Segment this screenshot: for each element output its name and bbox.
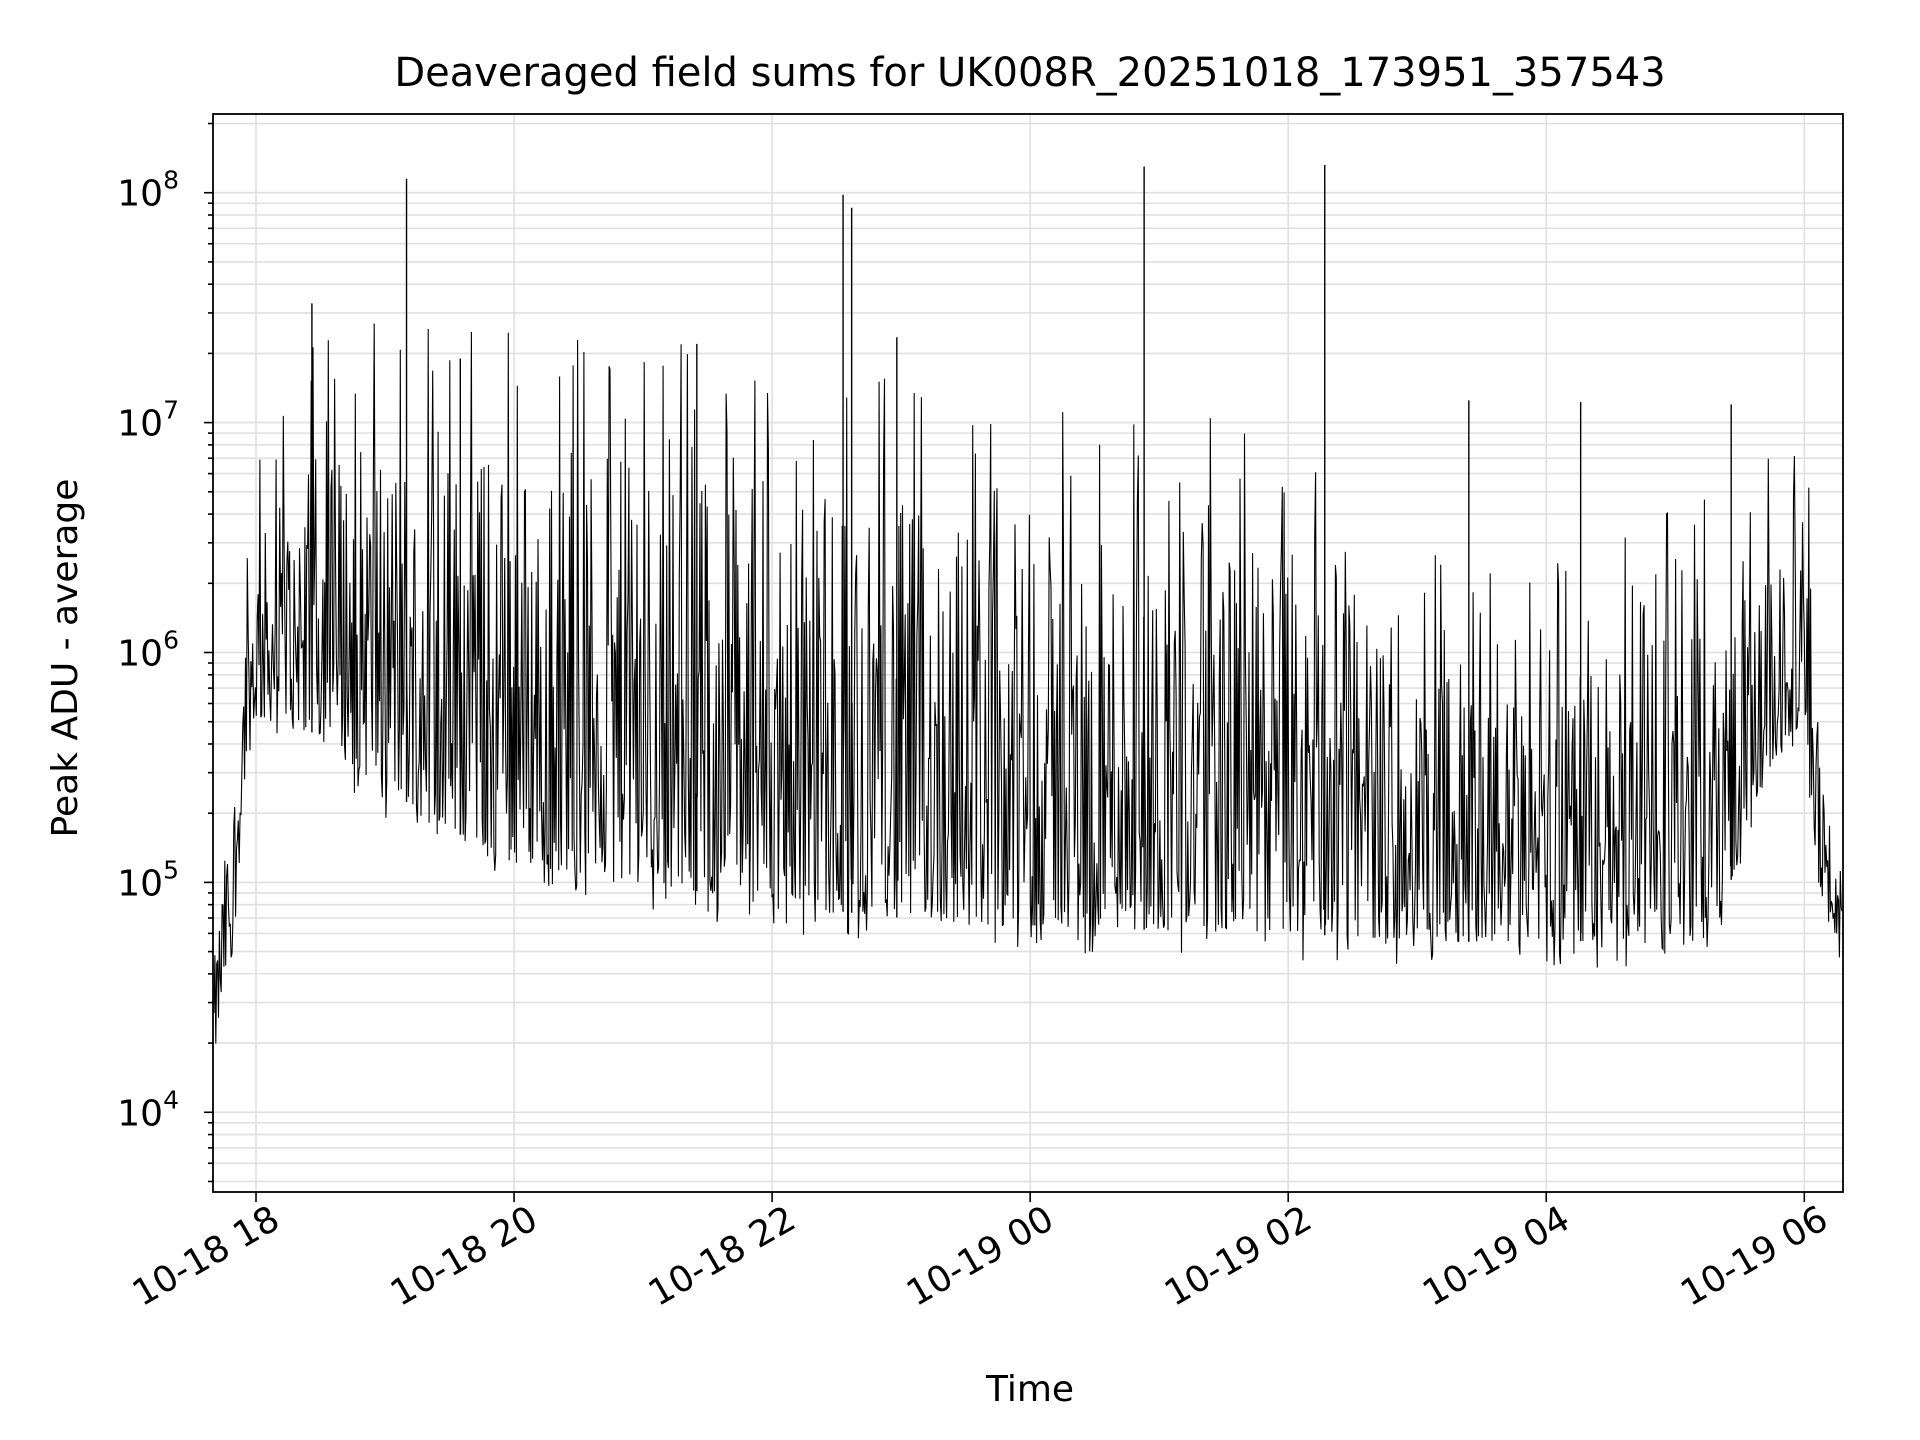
y-tick-label: 105 xyxy=(117,855,179,904)
y-tick-label: 104 xyxy=(117,1085,179,1134)
y-tick-label: 106 xyxy=(117,625,179,674)
y-tick-label: 107 xyxy=(117,396,179,445)
x-axis-label: Time xyxy=(985,1369,1074,1410)
y-axis-label: Peak ADU - average xyxy=(45,479,86,838)
data-line xyxy=(213,323,1843,1044)
y-tick-label: 108 xyxy=(117,166,179,215)
data-series xyxy=(213,165,1843,1044)
chart-title: Deaveraged field sums for UK008R_2025101… xyxy=(394,50,1665,96)
